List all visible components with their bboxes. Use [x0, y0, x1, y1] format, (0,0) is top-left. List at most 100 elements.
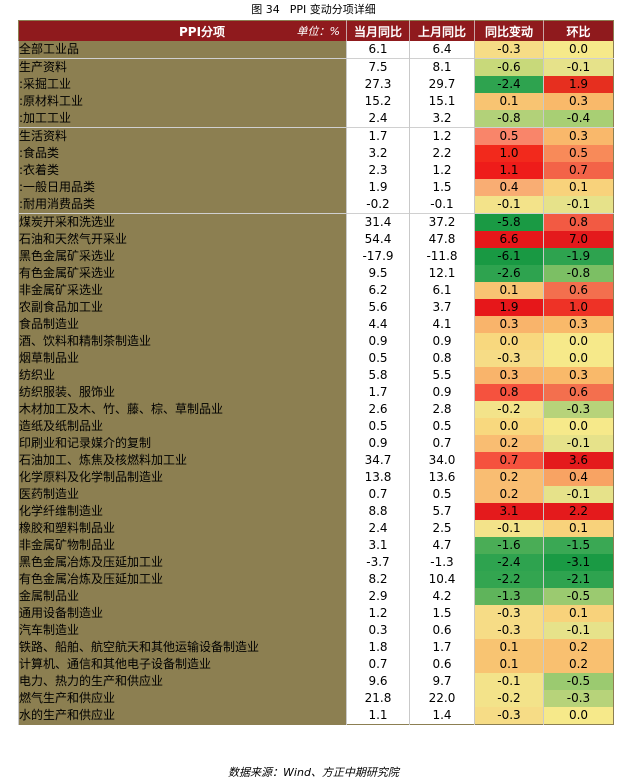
- current-yoy-cell: 9.5: [346, 265, 410, 282]
- current-yoy-cell: 2.3: [346, 162, 410, 179]
- mom-cell: 0.0: [543, 418, 614, 435]
- current-yoy-cell: 6.2: [346, 282, 410, 299]
- previous-yoy-cell: 0.8: [409, 350, 475, 367]
- previous-yoy-cell: -11.8: [409, 248, 475, 265]
- table-header-row: PPI分项 单位：% 当月同比 上月同比 同比变动 环比: [18, 20, 614, 41]
- row-name: :衣着类: [18, 162, 347, 179]
- yoy-change-cell: -0.2: [474, 401, 544, 418]
- previous-yoy-cell: 5.7: [409, 503, 475, 520]
- current-yoy-cell: 13.8: [346, 469, 410, 486]
- yoy-change-cell: -6.1: [474, 248, 544, 265]
- mom-cell: 0.0: [543, 350, 614, 367]
- previous-yoy-cell: 0.5: [409, 418, 475, 435]
- table-row: 有色金属冶炼及压延加工业 8.2 10.4 -2.2 -2.1: [18, 571, 614, 588]
- previous-yoy-cell: 0.5: [409, 486, 475, 503]
- yoy-change-cell: -0.6: [474, 58, 544, 76]
- mom-cell: 0.3: [543, 127, 614, 145]
- previous-yoy-cell: 9.7: [409, 673, 475, 690]
- previous-yoy-cell: 1.7: [409, 639, 475, 656]
- row-name: 铁路、船舶、航空航天和其他运输设备制造业: [18, 639, 347, 656]
- table-row: 印刷业和记录媒介的复制 0.9 0.7 0.2 -0.1: [18, 435, 614, 452]
- current-yoy-cell: 3.1: [346, 537, 410, 554]
- row-name: 非金属矿物制品业: [18, 537, 347, 554]
- row-name: 生活资料: [18, 127, 347, 145]
- previous-yoy-cell: 5.5: [409, 367, 475, 384]
- current-yoy-cell: 0.3: [346, 622, 410, 639]
- previous-yoy-cell: 4.7: [409, 537, 475, 554]
- table-row: 食品制造业 4.4 4.1 0.3 0.3: [18, 316, 614, 333]
- table-row: :采掘工业 27.3 29.7 -2.4 1.9: [18, 76, 614, 93]
- table-body: 全部工业品 6.1 6.4 -0.3 0.0 生产资料 7.5 8.1 -0.6 -0.1:采掘工…: [18, 41, 614, 725]
- current-yoy-cell: 5.6: [346, 299, 410, 316]
- mom-cell: 0.1: [543, 520, 614, 537]
- table-row: 石油加工、炼焦及核燃料加工业 34.7 34.0 0.7 3.6: [18, 452, 614, 469]
- table-row: 非金属矿物制品业 3.1 4.7 -1.6 -1.5: [18, 537, 614, 554]
- previous-yoy-cell: 2.5: [409, 520, 475, 537]
- mom-cell: -2.1: [543, 571, 614, 588]
- previous-yoy-cell: 1.2: [409, 127, 475, 145]
- table-row: :耐用消费品类 -0.2 -0.1 -0.1 -0.1: [18, 196, 614, 214]
- previous-yoy-cell: 22.0: [409, 690, 475, 707]
- yoy-change-cell: 0.1: [474, 93, 544, 110]
- current-yoy-cell: 21.8: [346, 690, 410, 707]
- current-yoy-cell: 2.4: [346, 520, 410, 537]
- yoy-change-cell: 0.1: [474, 639, 544, 656]
- previous-yoy-cell: 34.0: [409, 452, 475, 469]
- yoy-change-cell: 1.9: [474, 299, 544, 316]
- yoy-change-cell: 1.1: [474, 162, 544, 179]
- yoy-change-cell: -1.3: [474, 588, 544, 605]
- table-row: 橡胶和塑料制品业 2.4 2.5 -0.1 0.1: [18, 520, 614, 537]
- previous-yoy-cell: 2.8: [409, 401, 475, 418]
- current-yoy-cell: 27.3: [346, 76, 410, 93]
- yoy-change-cell: -0.3: [474, 605, 544, 622]
- row-name: 造纸及纸制品业: [18, 418, 347, 435]
- row-name: 纺织业: [18, 367, 347, 384]
- table-row: 生产资料 7.5 8.1 -0.6 -0.1: [18, 58, 614, 76]
- yoy-change-cell: 0.4: [474, 179, 544, 196]
- figure-number: 图 34: [251, 3, 280, 16]
- mom-cell: 7.0: [543, 231, 614, 248]
- mom-cell: -3.1: [543, 554, 614, 571]
- previous-yoy-cell: 13.6: [409, 469, 475, 486]
- current-yoy-cell: 9.6: [346, 673, 410, 690]
- mom-cell: -0.5: [543, 673, 614, 690]
- yoy-change-cell: -0.3: [474, 41, 544, 59]
- row-name: :一般日用品类: [18, 179, 347, 196]
- yoy-change-cell: 0.0: [474, 333, 544, 350]
- header-yoy-change: 同比变动: [474, 20, 544, 41]
- row-name: 有色金属矿采选业: [18, 265, 347, 282]
- yoy-change-cell: -2.4: [474, 554, 544, 571]
- current-yoy-cell: 1.2: [346, 605, 410, 622]
- table-row: :食品类 3.2 2.2 1.0 0.5: [18, 145, 614, 162]
- table-row: :加工工业 2.4 3.2 -0.8 -0.4: [18, 110, 614, 128]
- previous-yoy-cell: 2.2: [409, 145, 475, 162]
- header-current: 当月同比: [346, 20, 410, 41]
- yoy-change-cell: 0.2: [474, 435, 544, 452]
- current-yoy-cell: 34.7: [346, 452, 410, 469]
- previous-yoy-cell: 3.2: [409, 110, 475, 128]
- previous-yoy-cell: -0.1: [409, 196, 475, 214]
- row-name: :耐用消费品类: [18, 196, 347, 214]
- current-yoy-cell: 31.4: [346, 213, 410, 231]
- mom-cell: 0.5: [543, 145, 614, 162]
- yoy-change-cell: -0.3: [474, 707, 544, 725]
- table-row: 纺织业 5.8 5.5 0.3 0.3: [18, 367, 614, 384]
- yoy-change-cell: -0.3: [474, 350, 544, 367]
- header-item-label: PPI分项: [179, 24, 226, 39]
- mom-cell: -0.1: [543, 196, 614, 214]
- row-name: 印刷业和记录媒介的复制: [18, 435, 347, 452]
- table-row: 通用设备制造业 1.2 1.5 -0.3 0.1: [18, 605, 614, 622]
- current-yoy-cell: 8.2: [346, 571, 410, 588]
- mom-cell: 0.3: [543, 367, 614, 384]
- yoy-change-cell: -0.1: [474, 673, 544, 690]
- table-row: 烟草制品业 0.5 0.8 -0.3 0.0: [18, 350, 614, 367]
- row-name: :原材料工业: [18, 93, 347, 110]
- current-yoy-cell: 1.9: [346, 179, 410, 196]
- row-name: 化学原料及化学制品制造业: [18, 469, 347, 486]
- header-previous: 上月同比: [409, 20, 475, 41]
- yoy-change-cell: -0.2: [474, 690, 544, 707]
- row-name: 非金属矿采选业: [18, 282, 347, 299]
- yoy-change-cell: 0.3: [474, 367, 544, 384]
- current-yoy-cell: 1.7: [346, 384, 410, 401]
- yoy-change-cell: -2.6: [474, 265, 544, 282]
